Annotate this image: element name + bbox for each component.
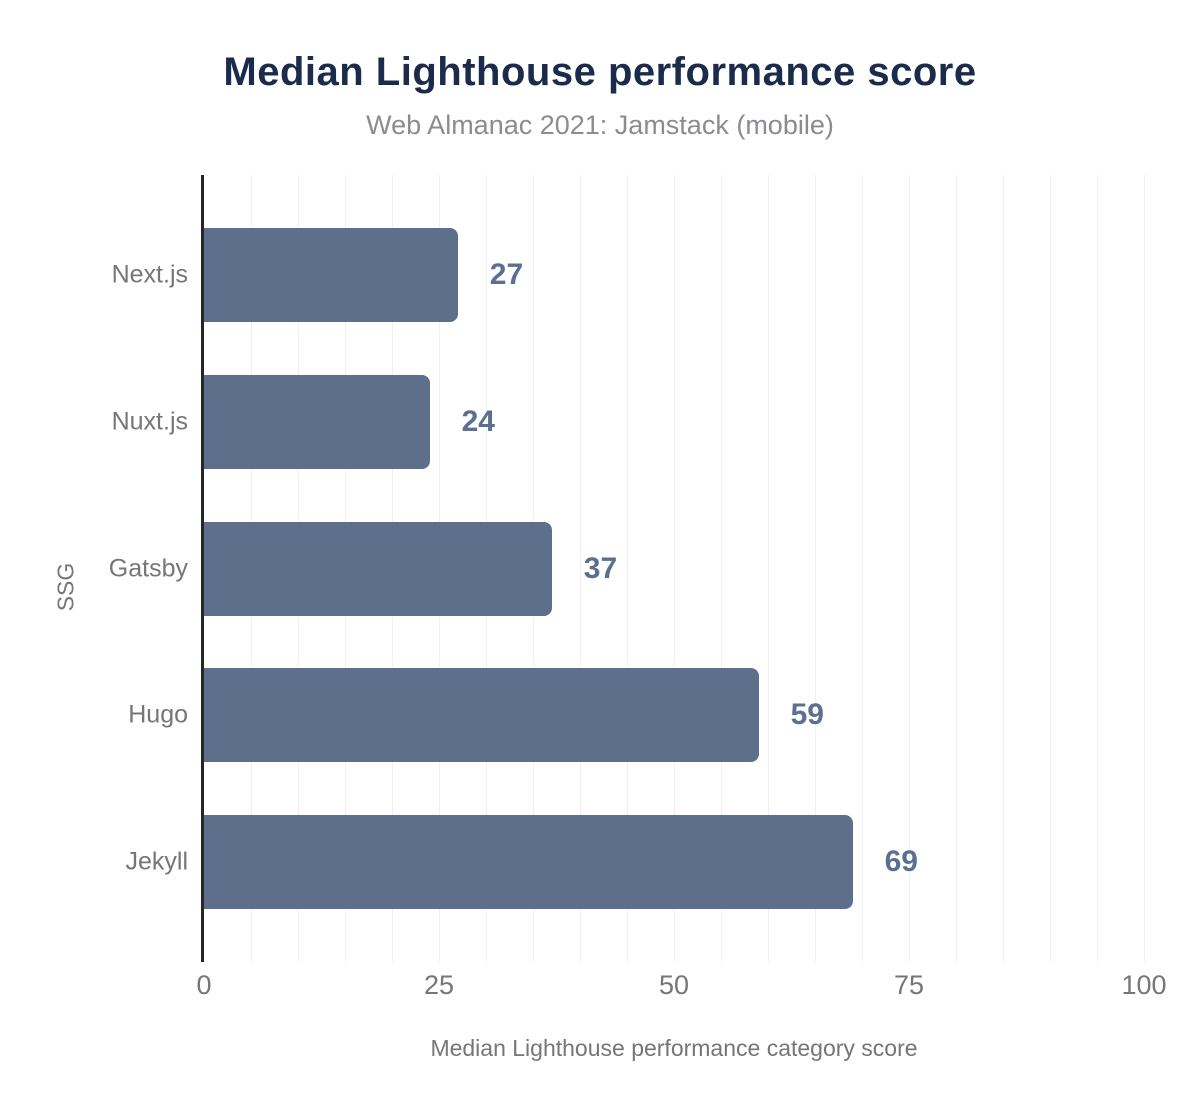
x-axis-title: Median Lighthouse performance category s… (430, 1035, 918, 1061)
bar-jekyll (204, 815, 853, 909)
bar-hugo (204, 668, 759, 763)
gridline (1097, 175, 1098, 962)
gridline (674, 175, 675, 962)
value-label: 27 (489, 258, 524, 291)
bar-gatsby (204, 521, 552, 616)
x-tick-label: 0 (196, 970, 212, 1000)
gridline (1144, 175, 1145, 962)
gridline (1003, 175, 1004, 962)
value-label: 69 (884, 845, 918, 878)
gridline (815, 175, 816, 962)
value-label: 37 (583, 551, 618, 585)
gridline (768, 175, 769, 962)
gridline (627, 175, 628, 962)
value-label: 59 (790, 698, 824, 732)
x-tick-label: 25 (423, 970, 455, 1000)
x-tick-label: 50 (658, 970, 690, 1000)
category-label: Nuxt.js (111, 407, 188, 436)
chart-subtitle: Web Almanac 2021: Jamstack (mobile) (366, 110, 834, 140)
gridline (1050, 175, 1051, 962)
gridline (862, 175, 863, 962)
plot-area: 27 24 37 59 69 (201, 175, 1145, 962)
x-tick-label: 100 (1121, 970, 1167, 1000)
category-label: Next.js (111, 260, 188, 289)
category-label: Hugo (128, 700, 188, 729)
gridline (721, 175, 722, 962)
gridline (956, 175, 957, 962)
value-label: 24 (461, 404, 495, 438)
gridline (909, 175, 910, 962)
category-label: Jekyll (125, 847, 188, 876)
y-axis-line (201, 175, 204, 962)
gridline (580, 175, 581, 962)
chart-title: Median Lighthouse performance score (223, 50, 977, 94)
category-label: Gatsby (108, 554, 188, 582)
bar-next-js (204, 228, 458, 322)
bar-nuxt-js (204, 374, 430, 469)
x-tick-label: 75 (893, 970, 925, 1000)
